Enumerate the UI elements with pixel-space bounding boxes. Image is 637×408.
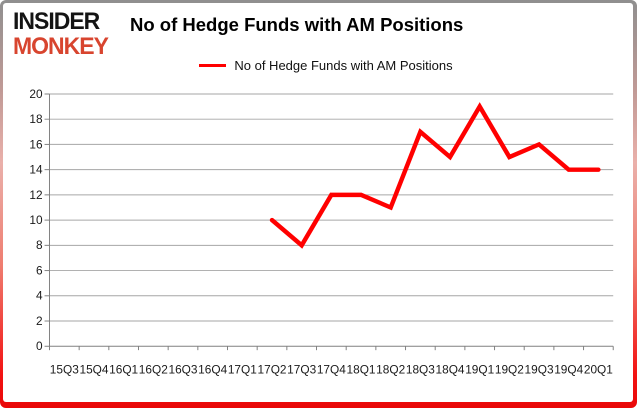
x-axis-label: 18Q2 [376, 363, 405, 377]
line-chart-canvas: 0 2 4 6 8 10 12 14 16 18 20 15Q3 15Q4 16Q1 16Q2 16Q3 16Q… [29, 87, 614, 377]
x-axis-label: 18Q1 [347, 363, 376, 377]
x-axis-label: 17Q2 [258, 363, 287, 377]
y-axis-label: 20 [29, 87, 43, 101]
x-axis-label: 16Q1 [109, 363, 138, 377]
x-axis-label: 18Q4 [436, 363, 465, 377]
y-axis-label: 0 [36, 339, 43, 353]
y-axis-label: 10 [29, 213, 43, 227]
y-axis-label: 4 [36, 289, 43, 303]
y-axis-label: 8 [36, 238, 43, 252]
legend-label: No of Hedge Funds with AM Positions [234, 58, 453, 73]
x-axis-label: 17Q4 [317, 363, 346, 377]
x-axis-label: 18Q3 [406, 363, 435, 377]
insider-monkey-logo: INSIDER MONKEY [13, 6, 109, 59]
logo-word-insider: INSIDER [13, 6, 100, 35]
y-axis-label: 2 [36, 314, 43, 328]
x-axis-label: 19Q1 [465, 363, 494, 377]
chart-background: INSIDER MONKEY No of Hedge Funds with AM… [3, 3, 633, 402]
y-axis-label: 6 [36, 264, 43, 278]
x-axis-label: 19Q2 [495, 363, 524, 377]
y-axis-label: 14 [29, 163, 43, 177]
logo-word-monkey: MONKEY [13, 31, 109, 59]
chart-title: No of Hedge Funds with AM Positions [130, 14, 464, 35]
y-axis-label: 18 [29, 112, 43, 126]
x-axis-label: 17Q1 [228, 363, 257, 377]
x-axis-label: 16Q2 [139, 363, 168, 377]
x-axis-label: 16Q4 [198, 363, 227, 377]
series-line-no-of-hedge-funds-with-am-positions [269, 102, 601, 249]
x-axis-label: 15Q3 [50, 363, 79, 377]
legend: No of Hedge Funds with AM Positions [3, 58, 633, 73]
x-axis-label: 15Q4 [79, 363, 108, 377]
x-axis-label: 16Q3 [168, 363, 197, 377]
y-axis-label: 16 [29, 137, 43, 151]
x-axis-label: 19Q4 [554, 363, 583, 377]
x-axis-label: 17Q3 [287, 363, 316, 377]
y-axis-label: 12 [29, 188, 42, 202]
x-axis-label: 20Q1 [584, 363, 613, 377]
x-axis-label: 19Q3 [525, 363, 554, 377]
legend-line-swatch [199, 64, 227, 67]
